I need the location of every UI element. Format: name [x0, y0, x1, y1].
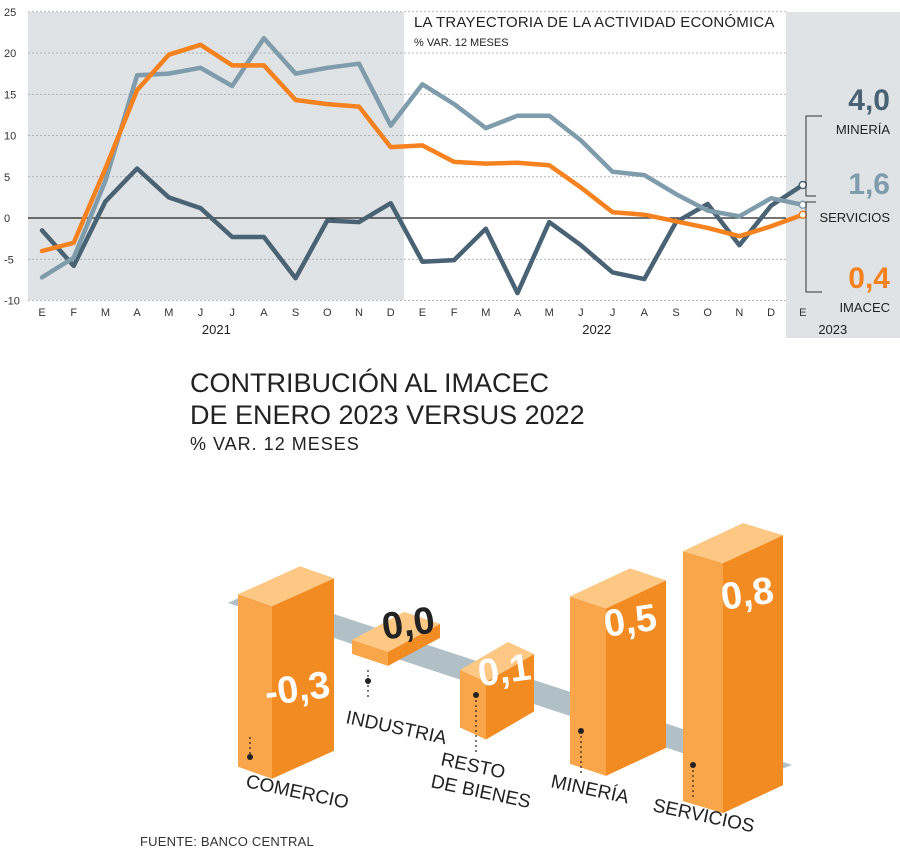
category-label: MINERÍA — [549, 771, 631, 808]
x-tick-label: D — [767, 307, 775, 319]
shade-2023 — [786, 12, 900, 338]
bar-top — [570, 568, 666, 609]
bar-front — [460, 670, 486, 740]
bar-chart-title: DE ENERO 2023 VERSUS 2022 — [190, 400, 585, 430]
y-tick-label: 5 — [4, 172, 10, 184]
legend-bracket — [805, 201, 822, 293]
y-tick-label: 10 — [4, 131, 16, 143]
bar-value-label: 0,1 — [475, 646, 533, 695]
legend-label: SERVICIOS — [819, 210, 890, 225]
x-tick-label: F — [70, 307, 77, 319]
bar-3 — [460, 642, 534, 740]
legend-label: MINERÍA — [836, 122, 891, 137]
chart-title: LA TRAYECTORIA DE LA ACTIVIDAD ECONÓMICA — [414, 14, 775, 31]
series-line-imacec — [39, 42, 806, 254]
x-tick-label: M — [101, 307, 110, 319]
x-tick-label: D — [387, 307, 395, 319]
x-tick-label: N — [735, 307, 743, 319]
y-tick-label: 0 — [4, 213, 10, 225]
x-tick-label: S — [292, 307, 299, 319]
x-tick-label: N — [355, 307, 363, 319]
x-tick-label: J — [610, 307, 616, 319]
bar-front — [352, 639, 388, 666]
x-tick-label: E — [419, 307, 426, 319]
y-tick-label: -10 — [4, 296, 20, 308]
category-dot — [247, 754, 253, 760]
x-tick-label: E — [799, 307, 806, 319]
y-tick-label: -5 — [4, 254, 14, 266]
y-tick-label: 15 — [4, 89, 16, 101]
bar-value-label: 0,0 — [379, 600, 437, 649]
bar-side — [606, 580, 666, 776]
x-tick-label: J — [229, 307, 235, 319]
x-tick-label: A — [514, 307, 522, 319]
legend-label: IMACEC — [839, 300, 890, 315]
legend-bracket — [805, 115, 822, 197]
x-tick-label: A — [133, 307, 141, 319]
category-dot — [578, 728, 584, 734]
x-tick-label: A — [260, 307, 268, 319]
bar-side — [272, 578, 334, 779]
x-tick-label: A — [641, 307, 649, 319]
series-end-marker — [798, 200, 808, 210]
x-tick-label: M — [545, 307, 554, 319]
bar-value-label: 0,5 — [601, 597, 659, 646]
bar-chart-subtitle: % VAR. 12 MESES — [190, 434, 360, 454]
bar-1 — [238, 566, 334, 779]
y-tick-label: 25 — [4, 7, 16, 19]
x-tick-label: M — [164, 307, 173, 319]
bar-top — [238, 566, 334, 607]
bar-side — [388, 623, 440, 666]
bar-value-label: 0,8 — [718, 570, 776, 619]
year-label: 2022 — [582, 322, 611, 337]
bar-chart-title: CONTRIBUCIÓN AL IMACEC — [190, 367, 549, 398]
bar-side — [723, 535, 783, 814]
legend-value: 4,0 — [848, 84, 890, 117]
bar-top — [683, 523, 783, 564]
x-tick-label: J — [578, 307, 584, 319]
x-tick-label: S — [672, 307, 679, 319]
bar-top — [460, 642, 534, 683]
legend-value: 1,6 — [848, 168, 890, 201]
series-end-marker — [798, 180, 808, 190]
line-chart: 25 20 15 10 5 0 -5 -10 E F M A M J J A S O N D E F M A M J J A S O N D E… — [4, 7, 900, 338]
x-tick-label: O — [703, 307, 712, 319]
x-tick-label: E — [38, 307, 45, 319]
shade-2021 — [28, 12, 404, 300]
bar-side — [486, 654, 534, 740]
series-end-marker — [798, 210, 808, 219]
bar-2 — [352, 611, 440, 666]
x-tick-label: J — [198, 307, 204, 319]
year-label: 2023 — [818, 322, 847, 337]
bar-front — [683, 551, 723, 814]
category-dot — [690, 762, 696, 768]
bar-4 — [570, 568, 666, 776]
category-dot — [365, 678, 371, 684]
legend-value: 0,4 — [848, 262, 890, 295]
chart-subtitle: % VAR. 12 MESES — [414, 37, 509, 49]
bar-value-label: -0,3 — [262, 664, 333, 715]
y-tick-label: 20 — [4, 48, 16, 60]
bar-top — [352, 611, 440, 652]
bar-front — [570, 596, 606, 776]
bar-5 — [683, 523, 783, 814]
category-label: COMERCIO — [244, 771, 351, 813]
category-dot — [473, 692, 479, 698]
category-label: INDUSTRIA — [344, 707, 449, 749]
x-tick-label: M — [481, 307, 490, 319]
x-tick-label: F — [451, 307, 458, 319]
x-tick-label: O — [323, 307, 332, 319]
year-label: 2021 — [202, 322, 231, 337]
source-note: FUENTE: BANCO CENTRAL — [140, 834, 314, 849]
series-line-servicios — [39, 35, 806, 280]
bar-front — [238, 594, 272, 779]
